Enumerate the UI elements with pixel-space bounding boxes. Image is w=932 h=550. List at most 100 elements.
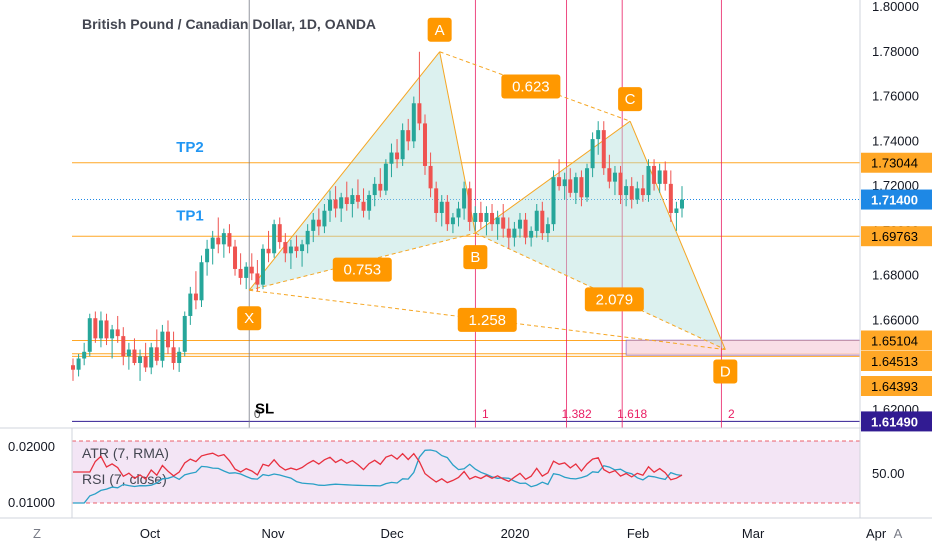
candle <box>361 188 366 218</box>
point-b-badge <box>463 245 488 270</box>
candle-body <box>495 217 500 225</box>
candle <box>422 114 427 175</box>
candle <box>328 190 333 222</box>
candle-body <box>355 195 360 202</box>
candle-body <box>646 165 651 196</box>
candle-body <box>601 130 606 169</box>
candle-body <box>205 248 210 263</box>
candle-body <box>501 217 506 229</box>
candle-body <box>227 233 232 247</box>
atr-tick-label: 0.02000 <box>8 439 55 454</box>
candle <box>177 347 182 372</box>
candle <box>300 239 305 267</box>
candle-body <box>406 130 411 142</box>
candle <box>266 230 271 263</box>
candle <box>579 170 584 207</box>
candle-body <box>233 246 238 269</box>
candle <box>506 217 511 249</box>
candle-body <box>512 228 517 238</box>
candle <box>311 212 316 243</box>
price-badge <box>861 226 932 247</box>
candle-body <box>311 219 316 231</box>
pattern-ratio-line <box>475 232 726 351</box>
candle-body <box>434 188 439 213</box>
candle-body <box>545 224 550 234</box>
ratio-badge <box>332 257 392 282</box>
ratio-label: 0.753 <box>344 262 382 279</box>
candle <box>573 172 578 205</box>
candle <box>529 226 534 247</box>
candle <box>104 313 109 346</box>
candle-body <box>484 212 489 222</box>
candle-body <box>540 210 545 234</box>
candle <box>205 239 210 276</box>
candle <box>590 132 595 178</box>
candle <box>182 311 187 357</box>
candle <box>138 349 143 381</box>
candle-body <box>478 212 483 222</box>
price-tick-label: 1.74000 <box>872 133 919 148</box>
candle <box>652 159 657 191</box>
candle-body <box>490 212 495 225</box>
candle-body <box>121 336 126 357</box>
candle <box>121 327 126 366</box>
candle-body <box>473 212 478 222</box>
candle <box>221 228 226 258</box>
price-badge <box>861 330 932 351</box>
candle <box>93 311 98 343</box>
candle-body <box>316 219 321 227</box>
candle <box>523 212 528 245</box>
candle <box>540 201 545 240</box>
candle-body <box>283 242 288 254</box>
candle <box>395 139 400 169</box>
candle-body <box>383 163 388 191</box>
candle <box>562 172 567 200</box>
candle-body <box>255 273 260 285</box>
candle <box>383 159 388 196</box>
candle-body <box>680 199 684 209</box>
candle-body <box>339 197 344 209</box>
candle <box>635 181 640 205</box>
candle-body <box>411 103 416 142</box>
candle-body <box>143 356 148 368</box>
candle-body <box>333 199 338 209</box>
time-tick-label: 2020 <box>501 526 530 541</box>
candle-body <box>361 201 366 211</box>
candle-body <box>177 351 182 363</box>
candle-body <box>640 188 645 196</box>
price-badge <box>861 351 932 371</box>
candle-body <box>322 210 327 227</box>
candle <box>71 358 75 381</box>
candle <box>344 181 349 211</box>
candle-body <box>305 230 310 245</box>
candle-body <box>149 347 154 368</box>
candle-body <box>557 177 562 187</box>
point-label: D <box>720 364 731 381</box>
point-c-badge <box>618 87 643 112</box>
price-badge-label: 1.65104 <box>871 334 918 349</box>
z-button[interactable]: Z <box>33 526 41 541</box>
point-label: X <box>244 310 254 327</box>
sl-label: SL <box>255 400 274 417</box>
candle-body <box>160 331 165 361</box>
price-tick-label: 1.72000 <box>872 178 919 193</box>
candle-body <box>300 244 305 252</box>
candle-body <box>529 230 534 238</box>
pattern-ratio-line <box>249 232 476 291</box>
candle <box>188 286 193 325</box>
candle <box>238 253 243 285</box>
fib-time-label: 1.382 <box>562 407 592 421</box>
candle <box>283 233 288 263</box>
candle-body <box>439 201 444 213</box>
candle <box>160 324 165 368</box>
point-d-badge <box>713 359 738 384</box>
candle-body <box>87 318 92 352</box>
time-tick-label: Nov <box>261 526 285 541</box>
price-tick-label: 1.76000 <box>872 89 919 104</box>
auto-scale-button[interactable]: A <box>894 526 903 541</box>
candle <box>143 342 148 372</box>
candle-body <box>266 248 271 254</box>
candle <box>110 324 115 359</box>
candle <box>557 159 562 191</box>
